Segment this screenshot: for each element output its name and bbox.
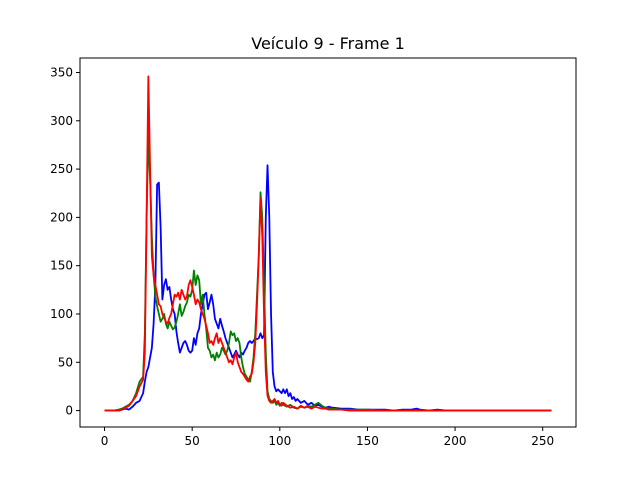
- plot-area: [104, 75, 552, 412]
- axes-frame: [79, 57, 577, 428]
- series-line-2: [104, 75, 552, 412]
- y-tick-label: 50: [58, 355, 73, 369]
- y-tick-label: 0: [65, 404, 73, 418]
- y-tick-label: 250: [50, 162, 73, 176]
- x-tick-label: 100: [268, 434, 291, 448]
- x-tick-label: 150: [356, 434, 379, 448]
- series-line-1: [104, 135, 552, 412]
- y-tick-label: 300: [50, 114, 73, 128]
- series-line-0: [104, 164, 552, 412]
- chart-title: Veículo 9 - Frame 1: [251, 34, 405, 53]
- y-tick-label: 350: [50, 65, 73, 79]
- x-axis: 0 50 100 150 200 250: [101, 427, 554, 448]
- y-tick-label: 100: [50, 307, 73, 321]
- y-axis: 0 50 100 150 200 250 300 350: [50, 65, 80, 418]
- y-tick-label: 200: [50, 210, 73, 224]
- x-tick-label: 250: [531, 434, 554, 448]
- x-tick-label: 0: [101, 434, 109, 448]
- y-tick-label: 150: [50, 259, 73, 273]
- x-tick-label: 200: [444, 434, 467, 448]
- x-tick-label: 50: [185, 434, 200, 448]
